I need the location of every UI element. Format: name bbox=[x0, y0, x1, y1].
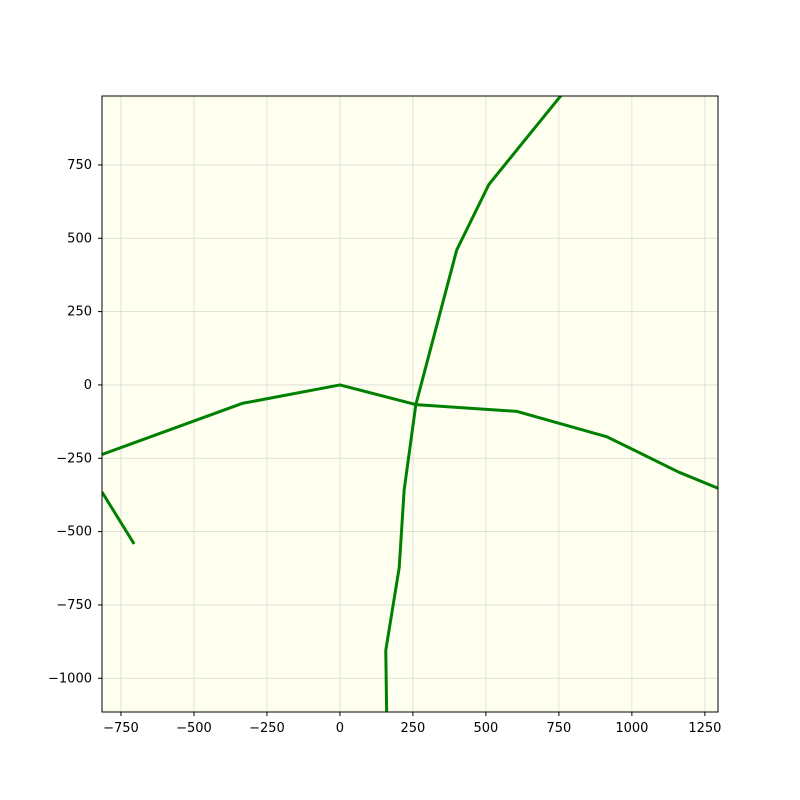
grid-lines bbox=[102, 96, 718, 712]
y-tick-label: −1000 bbox=[48, 671, 92, 686]
x-tick-label: 250 bbox=[401, 721, 426, 736]
y-tick-label: −250 bbox=[56, 451, 92, 466]
x-tick-label: 750 bbox=[546, 721, 571, 736]
axis-ticks: −750 −500 −250 0 250 500 750 1000 1250 750 500 250 0… bbox=[48, 158, 721, 736]
x-tick-label: −750 bbox=[103, 721, 139, 736]
x-tick-label: −500 bbox=[176, 721, 212, 736]
series-line-3 bbox=[102, 491, 136, 545]
x-tick-label: 500 bbox=[473, 721, 498, 736]
x-tick-label: 0 bbox=[336, 721, 344, 736]
y-tick-label: 500 bbox=[67, 231, 92, 246]
y-tick-label: −750 bbox=[56, 598, 92, 613]
x-tick-label: −250 bbox=[249, 721, 285, 736]
plot-frame bbox=[101, 95, 719, 713]
x-tick-label: 1000 bbox=[615, 721, 648, 736]
series-lines bbox=[102, 96, 718, 712]
x-tick-label: 1250 bbox=[688, 721, 721, 736]
series-line-1 bbox=[102, 383, 718, 490]
y-tick-label: 0 bbox=[84, 378, 92, 393]
y-tick-label: 250 bbox=[67, 305, 92, 320]
y-tick-label: 750 bbox=[67, 158, 92, 173]
series-line-2 bbox=[384, 96, 563, 712]
y-tick-label: −500 bbox=[56, 525, 92, 540]
